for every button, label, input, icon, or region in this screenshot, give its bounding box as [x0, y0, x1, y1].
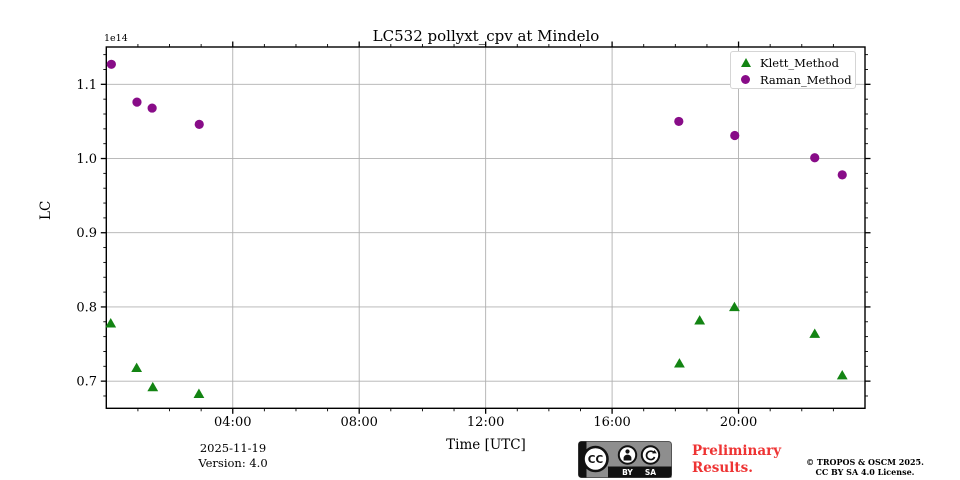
data-point-marker: [105, 318, 117, 328]
version-text: Version: 4.0: [198, 455, 268, 470]
badge-by-label: BY: [622, 468, 633, 477]
copyright-line1: © TROPOS & OSCM 2025.: [806, 457, 924, 467]
y-axis-label: LC: [38, 200, 54, 220]
data-point-marker: [729, 301, 740, 312]
badge-bottom-strip: [608, 466, 672, 478]
data-point-marker: [810, 153, 820, 163]
plot-spines: [105, 46, 866, 409]
svg-text:12:00: 12:00: [467, 415, 504, 430]
data-point-marker: [106, 59, 116, 69]
person-icon: [625, 449, 630, 454]
legend: Klett_Method Raman_Method: [730, 51, 856, 89]
x-axis-label: Time [UTC]: [446, 437, 526, 453]
data-point-marker: [193, 388, 205, 398]
cc-circle-icon: [582, 445, 609, 473]
gridlines: [106, 47, 865, 409]
svg-text:1.1: 1.1: [76, 78, 97, 93]
preliminary-line2: Results.: [692, 459, 753, 476]
svg-text:0.8: 0.8: [76, 300, 97, 315]
svg-text:08:00: 08:00: [340, 415, 377, 430]
series-raman_method: [106, 59, 847, 180]
triangle-marker-icon: [740, 56, 751, 70]
legend-item-klett: Klett_Method: [740, 54, 855, 71]
data-point-marker: [730, 130, 740, 141]
data-point-marker: [674, 358, 685, 368]
data-point-marker: [147, 103, 157, 113]
badge-sa-label: SA: [645, 468, 656, 477]
data-point-marker: [132, 97, 142, 107]
svg-text:20:00: 20:00: [720, 415, 757, 430]
copyright-note: © TROPOS & OSCM 2025. CC BY SA 4.0 Licen…: [798, 457, 932, 477]
data-point-marker: [809, 328, 821, 338]
cc-circle-text: CC: [588, 454, 604, 466]
svg-text:0.7: 0.7: [76, 375, 97, 390]
chart-title: LC532 pollyxt_cpv at Mindelo: [372, 27, 600, 45]
svg-text:04:00: 04:00: [214, 415, 251, 430]
legend-label-raman: Raman_Method: [760, 72, 852, 87]
series-klett_method: [105, 301, 848, 398]
data-point-marker: [147, 381, 159, 392]
person-body-icon: [623, 454, 632, 461]
tick-labels: 04:00 08:00 12:00 16:00 20:00 0.7 0.8 0.9 1.0 1.1: [76, 78, 757, 430]
data-point-marker: [674, 116, 684, 127]
data-point-marker: [131, 362, 143, 372]
preliminary-line1: Preliminary: [692, 443, 782, 459]
sa-arrowhead-icon: [652, 450, 657, 454]
data-point-marker: [836, 370, 848, 380]
cc-license-badge: CC BY SA: [578, 441, 672, 478]
legend-item-raman: Raman_Method: [740, 71, 855, 88]
legend-label-klett: Klett_Method: [760, 55, 839, 70]
svg-text:0.9: 0.9: [76, 226, 97, 241]
data-point-marker: [694, 315, 706, 325]
data-point-marker: [194, 119, 204, 129]
sa-arrow-icon: [645, 450, 656, 461]
y-axis-offset-label: 1e14: [104, 33, 128, 44]
circle-marker-icon: [740, 73, 751, 87]
date-version-block: 2025-11-19 Version: 4.0: [163, 441, 303, 470]
date-text: 2025-11-19: [199, 441, 267, 455]
data-point-marker: [837, 170, 847, 180]
copyright-line2: CC BY SA 4.0 License.: [815, 467, 915, 477]
svg-text:1.0: 1.0: [76, 152, 97, 167]
sa-circle: [640, 445, 661, 465]
svg-text:16:00: 16:00: [593, 415, 630, 430]
preliminary-results-note: Preliminary Results.: [692, 443, 781, 476]
